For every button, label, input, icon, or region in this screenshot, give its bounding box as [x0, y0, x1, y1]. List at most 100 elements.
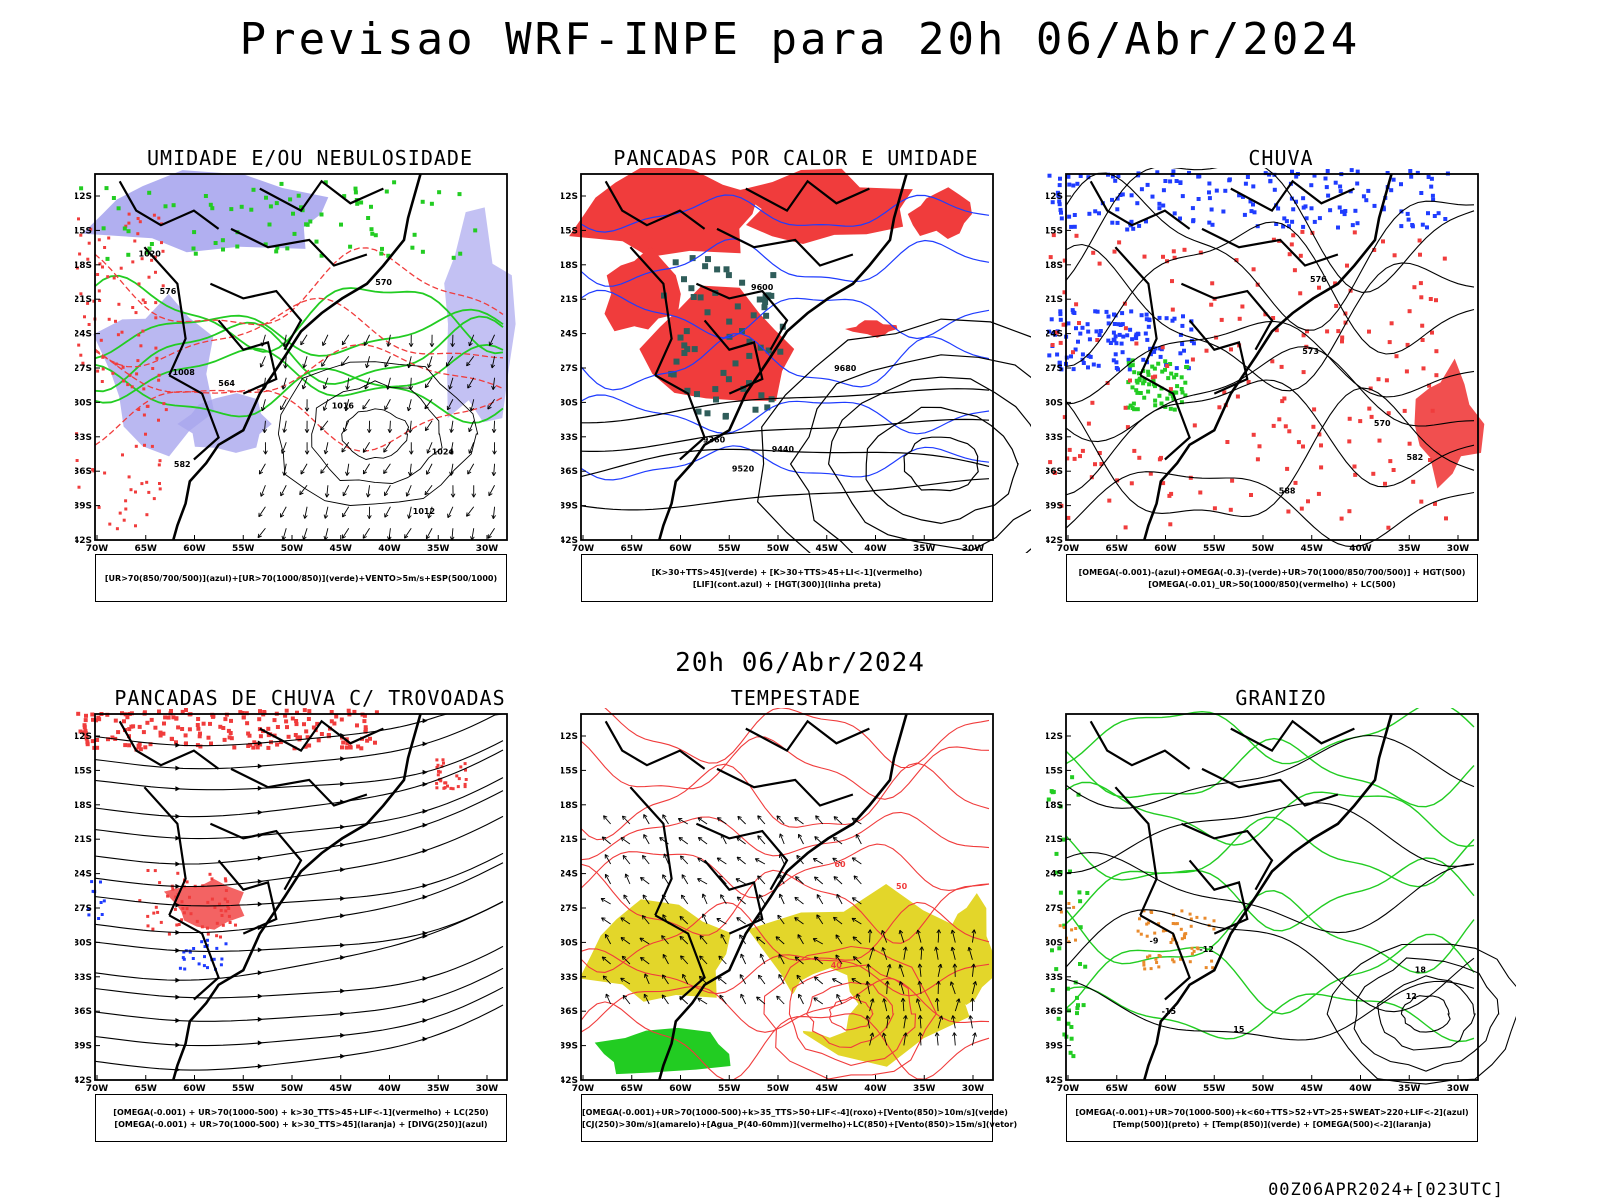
speckle: [1180, 194, 1185, 199]
wind-vector-head: [917, 1032, 923, 1037]
speckle: [725, 272, 732, 279]
speckle: [329, 710, 334, 714]
speckle: [86, 257, 90, 261]
speckle: [1317, 285, 1321, 290]
streamline: [94, 1004, 504, 1071]
speckle: [1052, 471, 1057, 475]
wind-vector: [662, 954, 669, 965]
wind-vector: [937, 929, 940, 943]
wind-vector: [641, 915, 650, 925]
wind-vector-head: [950, 946, 956, 952]
speckle: [160, 241, 163, 245]
speckle: [158, 487, 162, 491]
speckle: [247, 733, 252, 738]
wind-vector: [856, 993, 862, 1005]
speckle: [1430, 330, 1434, 335]
wind-vector-head: [797, 934, 802, 939]
speckle: [213, 906, 217, 909]
lon-label: 55W: [718, 544, 741, 553]
speckle: [1049, 317, 1054, 322]
speckle: [146, 914, 150, 918]
speckle: [142, 413, 146, 417]
speckle: [757, 344, 764, 351]
speckle: [1280, 399, 1285, 404]
wind-vector-head: [469, 406, 475, 412]
speckle: [103, 471, 107, 475]
map-frame: [94, 713, 508, 1081]
wind-vector: [778, 954, 785, 965]
speckle: [1137, 378, 1142, 383]
speckle: [355, 201, 360, 206]
speckle: [1135, 201, 1140, 206]
wind-vector: [600, 898, 611, 905]
speckle: [456, 785, 460, 789]
speckle: [1306, 499, 1310, 504]
speckle: [1151, 382, 1156, 387]
wind-vector-head: [280, 405, 285, 411]
speckle: [145, 720, 150, 725]
wind-vector: [324, 506, 329, 519]
speckle: [1371, 471, 1376, 476]
state-border: [745, 179, 870, 213]
speckle: [363, 725, 368, 730]
wind-vector-head: [701, 893, 707, 898]
contour-line: [789, 354, 1031, 553]
speckle: [151, 927, 155, 931]
speckle: [107, 317, 111, 321]
speckle: [1097, 261, 1102, 266]
speckle: [196, 726, 201, 731]
speckle: [137, 282, 141, 286]
speckle: [1212, 919, 1216, 923]
wind-vector: [883, 998, 888, 1012]
wind-vector-head: [835, 934, 840, 939]
speckle: [95, 738, 100, 742]
speckle: [345, 741, 350, 746]
lat-label: 39S: [1046, 1042, 1063, 1052]
streamline-arrow: [175, 861, 181, 867]
streamline: [94, 713, 503, 747]
speckle: [182, 911, 186, 915]
speckle: [176, 871, 180, 875]
streamline-arrow: [175, 1018, 181, 1023]
streamline-arrow: [340, 756, 346, 762]
lat-label: 15S: [1046, 226, 1063, 236]
speckle: [1209, 302, 1214, 307]
wind-vector: [718, 955, 727, 965]
wind-vector-head: [736, 917, 741, 922]
wind-vector: [739, 974, 747, 985]
wind-vector-head: [384, 362, 389, 368]
wind-vector-head: [662, 954, 667, 959]
wind-vector-head: [622, 994, 628, 1000]
lon-label: 40W: [1349, 544, 1372, 553]
wind-vector: [814, 976, 824, 985]
speckle: [1138, 917, 1141, 921]
wind-vector: [280, 399, 287, 411]
wind-vector: [903, 1032, 907, 1046]
speckle: [206, 932, 210, 936]
speckle: [1212, 927, 1216, 931]
speckle: [319, 212, 324, 217]
speckle: [108, 522, 112, 526]
speckle: [1305, 329, 1309, 334]
wind-vector: [364, 377, 371, 390]
speckle: [1114, 341, 1119, 346]
wind-vector: [702, 913, 708, 925]
contour-label: 582: [174, 460, 191, 469]
wind-vector: [341, 334, 350, 346]
speckle: [1058, 207, 1063, 212]
speckle: [1168, 391, 1173, 396]
speckle: [1301, 224, 1306, 229]
speckle: [246, 731, 251, 736]
speckle: [1128, 363, 1133, 368]
lat-label: 12S: [1046, 732, 1063, 742]
speckle: [1153, 403, 1158, 408]
wind-vector-head: [341, 340, 347, 346]
lon-label: 60W: [1154, 1084, 1177, 1093]
speckle: [249, 207, 254, 212]
streamline-arrow: [340, 988, 346, 994]
speckle: [122, 719, 126, 724]
map-chuva: 58858257657357012S15S18S21S24S27S30S33S3…: [1046, 168, 1485, 553]
speckle: [100, 913, 104, 916]
speckle: [1130, 358, 1135, 363]
